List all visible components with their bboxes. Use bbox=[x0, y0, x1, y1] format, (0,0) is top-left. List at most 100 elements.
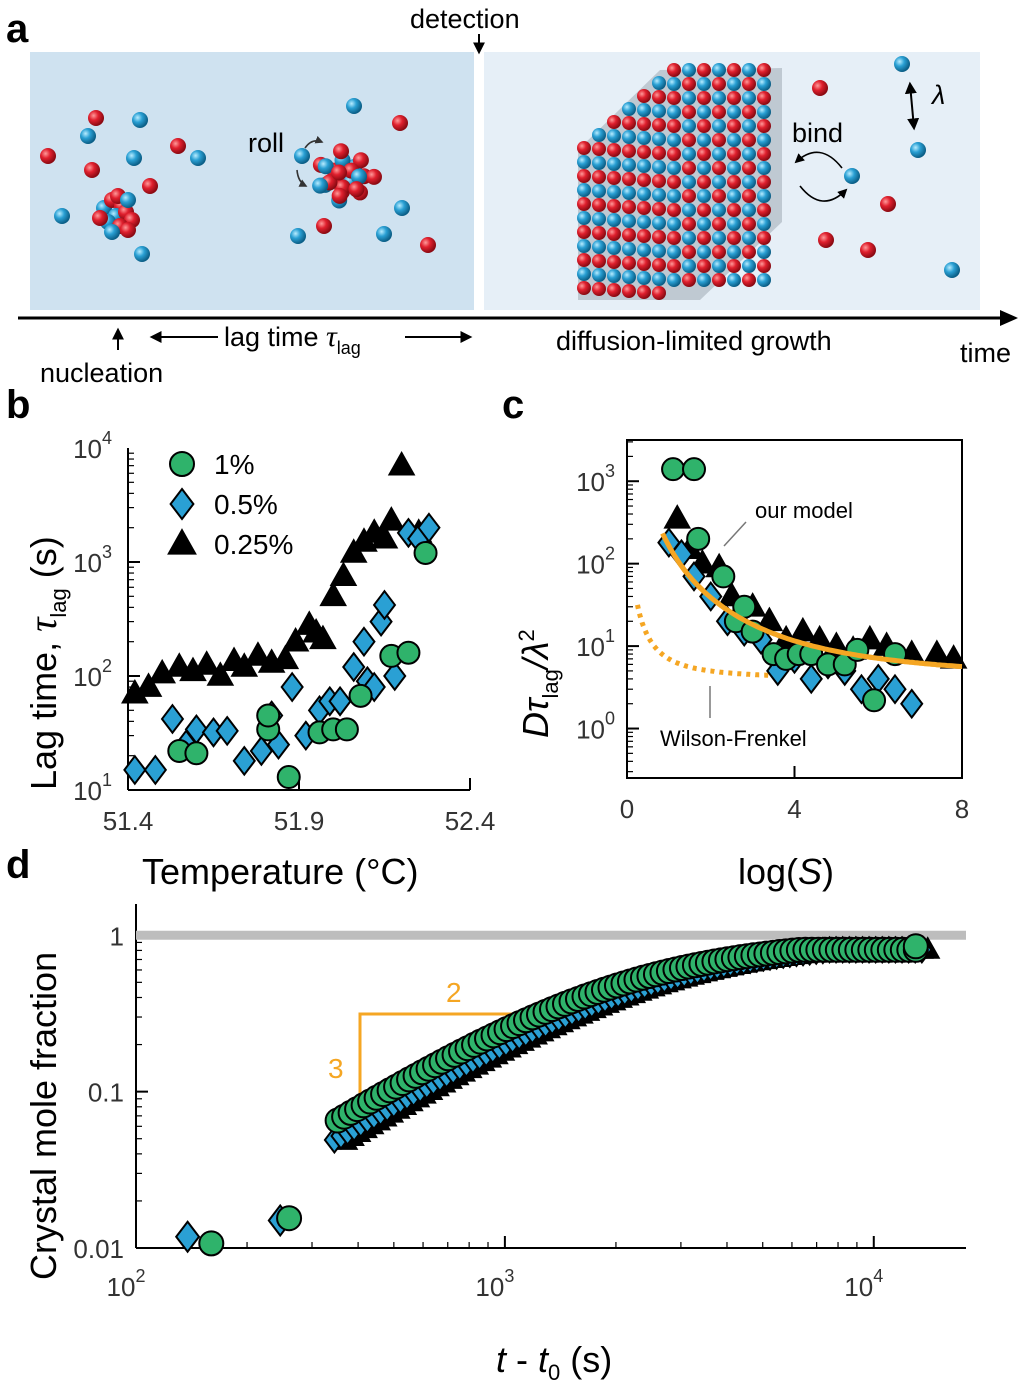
crystal-particle bbox=[697, 203, 711, 217]
particle bbox=[346, 98, 362, 114]
roll-label: roll bbox=[248, 128, 284, 158]
crystal-particle bbox=[727, 189, 741, 203]
bind-arrow-top bbox=[794, 151, 843, 169]
data-point-circle bbox=[334, 717, 359, 742]
data-point-diamond bbox=[342, 651, 366, 683]
crystal-particle bbox=[727, 119, 741, 133]
crystal-particle bbox=[727, 203, 741, 217]
crystal-particle bbox=[592, 254, 606, 268]
crystal-particle bbox=[637, 271, 651, 285]
crystal-particle bbox=[682, 231, 696, 245]
crystal-particle bbox=[622, 158, 636, 172]
crystal-particle bbox=[667, 63, 681, 77]
data-point-triangle bbox=[206, 661, 235, 686]
crystal-particle bbox=[697, 259, 711, 273]
data-point-diamond bbox=[143, 754, 168, 786]
x-tick-label: 4 bbox=[787, 794, 801, 824]
crystal-particle bbox=[697, 189, 711, 203]
crystal-particle bbox=[592, 156, 606, 170]
particle bbox=[944, 262, 960, 278]
crystal-particle bbox=[667, 147, 681, 161]
legend-marker-diamond bbox=[169, 487, 195, 521]
x-tick-label: 102 bbox=[107, 1266, 146, 1302]
crystal-particle bbox=[757, 133, 771, 147]
panel-b-axes: 51.4 51.9 52.4 101 102 103 104 bbox=[73, 428, 495, 836]
crystal-particle bbox=[697, 231, 711, 245]
crystal-particle bbox=[622, 130, 636, 144]
crystal-particle bbox=[682, 105, 696, 119]
data-point-circle bbox=[682, 457, 706, 482]
panel-c-xlabel: log(S) bbox=[738, 851, 834, 892]
data-point-circle bbox=[184, 741, 209, 766]
crystal-particle bbox=[667, 273, 681, 287]
data-point-circle bbox=[686, 526, 711, 551]
lambda-label: λ bbox=[930, 80, 945, 110]
crystal-particle bbox=[742, 119, 756, 133]
particle bbox=[142, 178, 158, 194]
crystal-particle bbox=[652, 258, 666, 272]
crystal-particle bbox=[697, 147, 711, 161]
crystal-particle bbox=[592, 198, 606, 212]
panel-b-label: b bbox=[6, 383, 30, 427]
crystal-particle bbox=[697, 119, 711, 133]
panel-c-data bbox=[657, 457, 968, 720]
crystal-particle bbox=[682, 175, 696, 189]
data-point-triangle bbox=[370, 524, 399, 549]
bind-label: bind bbox=[792, 118, 843, 148]
growth-label: diffusion-limited growth bbox=[556, 326, 832, 356]
crystal-particle bbox=[622, 242, 636, 256]
panel-b-legend: 1% 0.5% 0.25% bbox=[167, 449, 293, 560]
wilson-frenkel-label: Wilson-Frenkel bbox=[660, 726, 807, 751]
crystal-particle bbox=[712, 175, 726, 189]
data-point-diamond bbox=[372, 589, 397, 621]
particle bbox=[40, 148, 56, 164]
particle bbox=[844, 168, 860, 184]
crystal-particle bbox=[727, 105, 741, 119]
crystal-particle bbox=[727, 147, 741, 161]
crystal-particle bbox=[607, 143, 621, 157]
crystal-particle bbox=[727, 91, 741, 105]
data-point-diamond bbox=[883, 673, 907, 705]
crystal-particle bbox=[607, 129, 621, 143]
crystal-particle bbox=[667, 189, 681, 203]
data-point-triangle bbox=[663, 504, 692, 529]
y-tick-label: 103 bbox=[576, 461, 615, 497]
crystal-particle bbox=[712, 161, 726, 175]
y-tick-label: 0.01 bbox=[73, 1234, 124, 1264]
panel-c: c 0 4 8 100 101 102 103 our model Wilson-Frenk… bbox=[502, 383, 969, 892]
data-point-diamond bbox=[328, 685, 352, 717]
crystal-particle bbox=[592, 184, 606, 198]
data-point-diamond bbox=[232, 745, 256, 777]
crystal-particle bbox=[592, 212, 606, 226]
crystal-particle bbox=[712, 133, 726, 147]
crystal-particle bbox=[757, 175, 771, 189]
particle bbox=[134, 246, 150, 262]
crystal-particle bbox=[697, 175, 711, 189]
particle bbox=[84, 162, 100, 178]
crystal-particle bbox=[637, 131, 651, 145]
crystal-particle bbox=[652, 244, 666, 258]
panel-d-axes: 102 103 104 0.01 0.1 1 bbox=[73, 904, 966, 1302]
growing-crystal bbox=[577, 63, 782, 300]
lag-time-label: lag time τlag bbox=[224, 320, 361, 358]
panel-d-xlabel: t - t0 (s) bbox=[496, 1339, 612, 1382]
particle bbox=[860, 242, 876, 258]
y-tick-label: 103 bbox=[73, 542, 112, 578]
crystal-particle bbox=[622, 200, 636, 214]
legend-label: 1% bbox=[214, 449, 254, 480]
crystal-particle bbox=[742, 147, 756, 161]
crystal-particle bbox=[652, 216, 666, 230]
panel-b: b 51.4 51.9 52.4 101 102 103 104 1% 0.5% 0.25% T… bbox=[6, 383, 495, 892]
crystal-particle bbox=[652, 188, 666, 202]
crystal-particle bbox=[712, 91, 726, 105]
crystal-particle bbox=[622, 116, 636, 130]
pre-detection-region bbox=[30, 52, 474, 310]
cluster-particle bbox=[317, 158, 334, 175]
crystal-particle bbox=[757, 273, 771, 287]
data-point-circle bbox=[348, 683, 373, 708]
crystal-particle bbox=[682, 77, 696, 91]
crystal-particle bbox=[682, 147, 696, 161]
crystal-particle bbox=[757, 203, 771, 217]
crystal-particle bbox=[607, 157, 621, 171]
crystal-particle bbox=[667, 91, 681, 105]
